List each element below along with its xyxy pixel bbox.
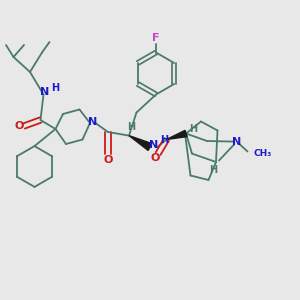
Text: N: N: [232, 136, 241, 147]
Text: CH₃: CH₃: [254, 148, 272, 158]
Text: H: H: [127, 122, 136, 132]
Text: H: H: [51, 83, 59, 93]
Text: N: N: [88, 117, 98, 127]
Text: H: H: [160, 135, 169, 146]
Text: O: O: [14, 121, 24, 131]
Text: N: N: [149, 140, 158, 150]
Text: F: F: [152, 33, 160, 43]
Text: H: H: [189, 124, 198, 134]
Polygon shape: [167, 130, 187, 140]
Text: N: N: [40, 87, 50, 97]
Text: O: O: [150, 153, 160, 163]
Polygon shape: [129, 136, 152, 150]
Text: H: H: [209, 165, 217, 176]
Text: O: O: [103, 155, 113, 165]
